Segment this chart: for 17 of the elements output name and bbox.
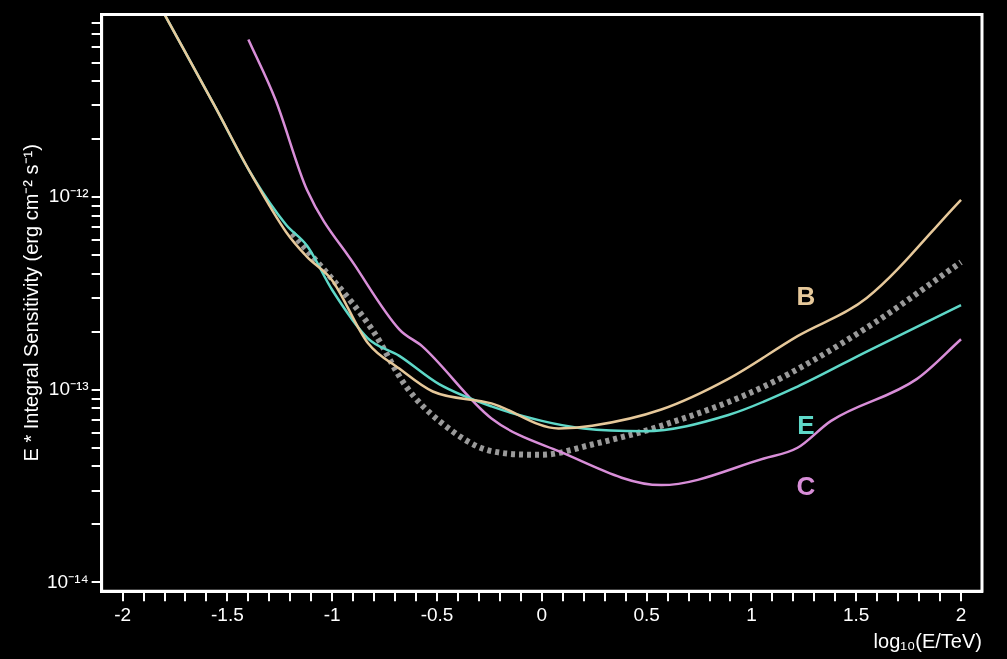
x-tick-label: 1: [746, 603, 757, 625]
series-label: E: [797, 409, 815, 440]
x-tick-label: 2: [955, 603, 967, 625]
y-axis-title: E * Integral Sensitivity (erg cm⁻² s⁻¹): [19, 144, 42, 462]
x-tick-label: 1.5: [843, 603, 870, 625]
y-tick-label: 10⁻¹³: [48, 378, 89, 400]
x-tick-label: -1.5: [211, 603, 244, 625]
y-tick-label: 10⁻¹²: [48, 185, 89, 207]
x-tick-label: -0.5: [420, 603, 454, 625]
x-axis-title: log₁₀(E/TeV): [873, 629, 982, 652]
series-label: B: [796, 281, 816, 312]
series-label: C: [796, 470, 816, 501]
y-tick-label: 10⁻¹⁴: [47, 570, 89, 592]
x-tick-label: -1: [323, 603, 341, 625]
x-tick-label: 0.5: [633, 603, 660, 625]
x-tick-label: -2: [114, 603, 132, 625]
x-tick-label: 0: [536, 603, 548, 625]
